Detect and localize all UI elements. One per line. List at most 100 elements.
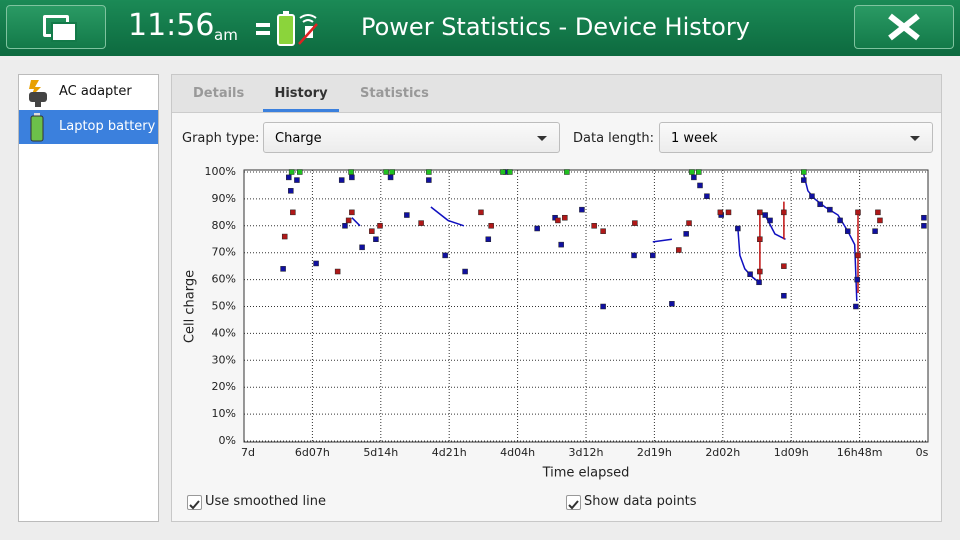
data-point: [373, 236, 379, 242]
data-point: [781, 292, 787, 299]
data-point: [507, 169, 513, 175]
close-button[interactable]: [854, 5, 954, 49]
x-tick-label: 1d09h: [774, 446, 809, 459]
checkbox-label: Show data points: [584, 494, 697, 509]
tab-bar: Details History Statistics: [172, 75, 941, 113]
x-tick-label: 5d14h: [363, 446, 398, 459]
window-title: Power Statistics - Device History: [361, 13, 750, 41]
data-point: [579, 206, 585, 213]
data-point: [717, 209, 724, 216]
data-point: [462, 268, 468, 275]
data-point: [855, 209, 861, 216]
data-point: [801, 169, 807, 175]
data-point: [757, 236, 763, 242]
device-label: AC adapter: [59, 84, 132, 99]
data-point: [534, 225, 540, 232]
data-length-label: Data length:: [573, 131, 654, 146]
data-point: [383, 169, 389, 175]
data-point: [809, 193, 815, 199]
device-label: Laptop battery: [59, 119, 156, 134]
data-point: [762, 212, 768, 218]
tab[interactable]: Details: [193, 86, 245, 101]
x-tick-label: 2d19h: [637, 446, 672, 459]
data-point: [478, 209, 484, 216]
data-point: [747, 271, 753, 277]
data-point: [387, 174, 394, 181]
x-tick-label: 7d: [241, 446, 255, 459]
data-point: [555, 217, 561, 224]
data-point: [683, 231, 689, 237]
y-tick-label: 90%: [212, 192, 236, 205]
y-tick-label: 0%: [219, 434, 236, 447]
device-item[interactable]: AC adapter: [19, 75, 158, 109]
device-item[interactable]: Laptop battery: [19, 110, 158, 144]
data-point: [845, 228, 851, 234]
window-button[interactable]: [6, 5, 106, 49]
data-point: [875, 209, 881, 216]
data-point: [921, 214, 927, 221]
data-point: [686, 220, 692, 226]
data-point: [348, 169, 354, 175]
data-point: [691, 174, 697, 181]
data-point: [600, 228, 606, 234]
y-tick-label: 40%: [212, 326, 236, 339]
data-point: [854, 276, 860, 283]
y-tick-label: 30%: [212, 353, 236, 366]
data-point: [735, 225, 741, 232]
chart: 0% 10% 20% 30% 40% 50% 60% 70% 80% 90% 100% 7d 6d07h…: [183, 165, 929, 481]
data-point: [877, 217, 883, 224]
data-point: [338, 177, 345, 183]
data-point: [801, 177, 807, 183]
data-point: [725, 209, 732, 216]
data-point: [297, 169, 303, 175]
data-point: [827, 206, 833, 213]
data-point: [280, 266, 286, 272]
data-point: [781, 263, 787, 269]
data-point: [418, 220, 424, 226]
tab-active[interactable]: History: [263, 75, 339, 112]
header: 11:56 am Power Statistics - Device Histo…: [0, 0, 960, 56]
y-tick-label: 70%: [212, 246, 236, 259]
graph-type-combo[interactable]: Charge: [263, 122, 560, 153]
data-point: [485, 236, 492, 242]
data-point: [689, 169, 695, 175]
x-tick-label: 2d02h: [705, 446, 740, 459]
data-point: [756, 279, 762, 286]
y-tick-label: 20%: [212, 380, 236, 393]
data-point: [349, 209, 355, 216]
data-point: [757, 209, 763, 216]
checkbox[interactable]: [187, 495, 202, 510]
data-point: [591, 223, 597, 229]
data-point: [757, 268, 763, 275]
data-point: [669, 301, 675, 307]
x-tick-label: 3d12h: [569, 446, 604, 459]
x-axis-label: Time elapsed: [542, 466, 630, 481]
data-point: [404, 212, 410, 218]
data-point: [426, 169, 432, 175]
x-tick-label: 16h48m: [837, 446, 883, 459]
data-point: [921, 223, 927, 229]
data-point: [349, 174, 355, 181]
tab[interactable]: Statistics: [360, 86, 429, 101]
data-point: [290, 209, 296, 216]
status-icons: [256, 11, 318, 46]
clock-ampm: am: [214, 26, 238, 44]
data-point: [281, 233, 288, 240]
y-tick-label: 100%: [205, 165, 236, 178]
data-point: [313, 260, 319, 267]
data-point: [631, 252, 637, 259]
charge-line: [351, 174, 858, 302]
data-point: [377, 223, 383, 229]
data-point: [632, 220, 638, 226]
y-tick-label: 80%: [212, 219, 236, 232]
y-axis-label: Cell charge: [183, 270, 198, 343]
checkbox-label: Use smoothed line: [205, 494, 326, 509]
x-tick-label: 4d21h: [432, 446, 467, 459]
data-length-combo[interactable]: 1 week: [659, 122, 933, 153]
checkbox[interactable]: [566, 495, 581, 510]
data-point: [488, 223, 494, 229]
data-point: [853, 303, 859, 310]
data-point: [369, 228, 375, 234]
data-point: [286, 174, 292, 181]
